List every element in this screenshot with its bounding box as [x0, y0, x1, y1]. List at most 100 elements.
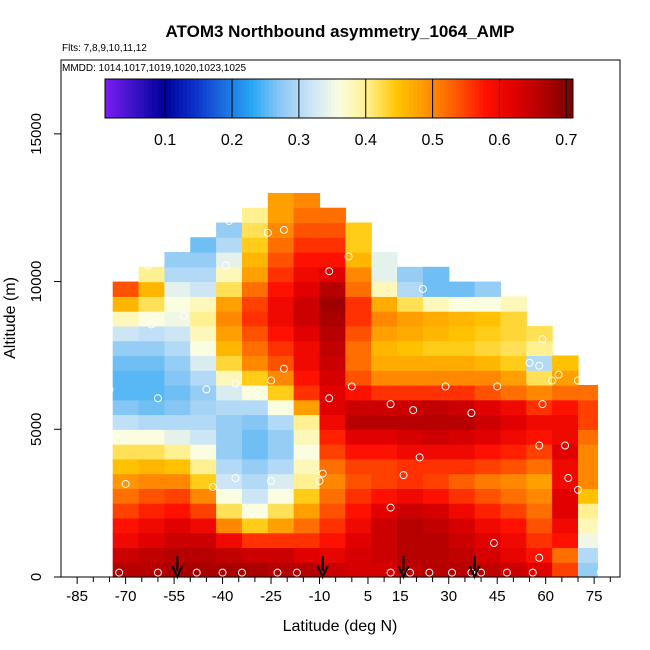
colorbar-swatch	[214, 79, 219, 118]
y-tick-label: 5000	[28, 413, 45, 446]
y-tick-label: 15000	[28, 113, 45, 155]
sample-point	[528, 568, 537, 577]
sample-point	[115, 568, 124, 577]
heatmap-cell	[267, 399, 295, 416]
sample-point	[386, 400, 395, 409]
heatmap-cell	[319, 473, 346, 489]
colorbar-swatch	[198, 79, 203, 118]
heatmap-cell	[293, 281, 321, 297]
colorbar-swatch	[510, 79, 515, 118]
colorbar-swatch	[225, 79, 231, 118]
heatmap-cell	[422, 429, 450, 445]
heatmap-cell	[345, 340, 372, 357]
sample-point	[554, 347, 563, 355]
heatmap-cell	[448, 503, 476, 519]
heatmap-cell	[112, 370, 140, 386]
heatmap-cell	[474, 384, 502, 401]
heatmap-cell	[345, 473, 372, 489]
x-tick-label: -40	[212, 588, 234, 605]
heatmap-cell	[293, 562, 321, 578]
heatmap-cell	[267, 237, 295, 253]
heatmap-cell	[164, 340, 191, 357]
heatmap-cell	[345, 266, 372, 283]
colorbar-swatch	[549, 79, 554, 118]
sample-point	[409, 406, 418, 415]
heatmap-cell	[448, 429, 476, 445]
heatmap-cell	[138, 399, 165, 416]
heatmap-cell	[319, 517, 346, 534]
heatmap-cell	[397, 370, 424, 386]
colorbar-swatch	[424, 79, 430, 118]
heatmap-cell	[216, 266, 243, 283]
colorbar-swatch	[393, 79, 398, 118]
heatmap-cell	[500, 384, 527, 401]
heatmap-cell	[112, 325, 140, 342]
colorbar-swatch	[268, 79, 274, 118]
sample-point	[489, 539, 498, 548]
heatmap-cell	[319, 429, 346, 445]
heatmap-cell	[422, 281, 450, 297]
heatmap-cell	[190, 547, 217, 563]
heatmap-cell	[526, 503, 553, 519]
heatmap-cell	[577, 399, 598, 416]
heatmap-cell	[293, 488, 321, 504]
heatmap-cell	[319, 266, 346, 283]
colorbar-swatch	[112, 79, 118, 118]
heatmap-cell	[552, 370, 579, 386]
x-tick-label: 60	[537, 588, 554, 605]
heatmap-cell	[267, 444, 295, 460]
heatmap-cell	[216, 503, 243, 519]
heatmap-cell	[293, 547, 321, 563]
heatmap-cell	[190, 296, 217, 312]
sample-point	[425, 568, 434, 577]
heatmap-cell	[190, 340, 217, 357]
heatmap-cell	[216, 458, 243, 475]
heatmap-cell	[267, 503, 295, 519]
colorbar-swatch	[218, 79, 223, 118]
heatmap-cell	[164, 473, 191, 489]
heatmap-cell	[474, 488, 502, 504]
colorbar-swatch	[261, 79, 266, 118]
heatmap-cell	[577, 532, 598, 549]
heatmap-cell	[371, 547, 398, 563]
colorbar-swatch	[502, 79, 508, 118]
heatmap-cell	[216, 296, 243, 312]
heatmap-cell	[293, 458, 321, 475]
colorbar-swatch	[132, 79, 137, 118]
heatmap-cell	[164, 532, 191, 549]
heatmap-cell	[138, 473, 165, 489]
heatmap-cell	[371, 281, 398, 297]
heatmap-cell	[371, 473, 398, 489]
heatmap-cell	[112, 444, 140, 460]
heatmap-cell	[422, 414, 450, 430]
heatmap-cell	[422, 311, 450, 327]
heatmap-cell	[112, 281, 140, 297]
sample-point	[535, 361, 544, 370]
heatmap-cell	[112, 414, 140, 430]
heatmap-cell	[397, 458, 424, 475]
heatmap-cell	[474, 340, 502, 357]
heatmap-cell	[267, 384, 295, 401]
heatmap-cell	[241, 281, 269, 297]
heatmap-cell	[190, 429, 217, 445]
sample-point	[573, 376, 582, 385]
heatmap-cell	[422, 399, 450, 416]
colorbar-swatch	[319, 79, 324, 118]
heatmap-cell	[241, 266, 269, 283]
heatmap-cell	[526, 429, 553, 445]
colorbar-swatch	[479, 79, 484, 118]
heatmap-cell	[500, 355, 527, 371]
heatmap-cell	[216, 429, 243, 445]
heatmap-cell	[422, 370, 450, 386]
heatmap-cell	[500, 503, 527, 519]
sample-point	[153, 394, 162, 403]
heatmap-cell	[474, 281, 502, 297]
heatmap-cell	[319, 296, 346, 312]
heatmap-cell	[216, 222, 243, 238]
heatmap-cell	[267, 562, 295, 578]
sample-point	[69, 411, 78, 420]
heatmap-cell	[474, 444, 502, 460]
colorbar-swatch	[545, 79, 551, 118]
heatmap-cell	[552, 399, 579, 416]
heatmap-cell	[552, 488, 579, 504]
